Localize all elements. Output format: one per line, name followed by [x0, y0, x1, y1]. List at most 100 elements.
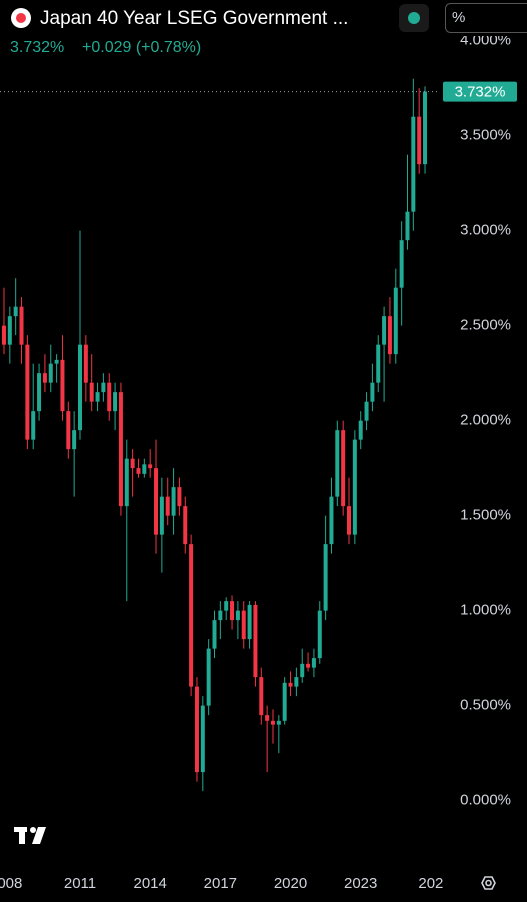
candle-body — [318, 611, 322, 658]
candle-body — [242, 611, 246, 639]
candle-body — [382, 316, 386, 344]
candle-body — [306, 664, 310, 668]
candle-body — [72, 430, 76, 449]
candle-body — [189, 544, 193, 686]
candle-body — [8, 316, 12, 344]
candle-body — [224, 601, 228, 610]
y-tick-label: 3.500% — [460, 127, 511, 144]
candle-body — [312, 658, 316, 667]
candle-body — [49, 364, 53, 383]
candle-body — [148, 464, 152, 468]
quote-row: 3.732% +0.029 (+0.78%) — [0, 38, 300, 58]
candle-body — [78, 345, 82, 430]
candle-body — [411, 117, 415, 212]
candle-body — [347, 506, 351, 534]
x-tick-label: 202 — [418, 875, 443, 892]
candle-body — [277, 721, 281, 725]
candle-body — [131, 459, 135, 468]
candle-body — [259, 677, 263, 715]
candle-body — [172, 487, 176, 515]
candle-body — [142, 464, 146, 473]
candle-body — [154, 468, 158, 534]
y-tick-label: 1.000% — [460, 602, 511, 619]
x-tick-label: 2023 — [344, 875, 377, 892]
candle-body — [400, 240, 404, 287]
candle-body — [125, 459, 129, 506]
candle-body — [25, 345, 29, 440]
candle-body — [60, 360, 64, 411]
candle-body — [201, 706, 205, 772]
candle-body — [213, 620, 217, 648]
candle-body — [265, 715, 269, 721]
candle-body — [253, 605, 257, 677]
candle-body — [107, 383, 111, 411]
symbol-title[interactable]: Japan 40 Year LSEG Government ... — [40, 8, 348, 29]
x-tick-label: 2014 — [133, 875, 166, 892]
candle-body — [271, 721, 275, 725]
market-status — [408, 12, 420, 24]
candle-body — [2, 326, 6, 345]
candle-body — [160, 497, 164, 535]
candle-body — [236, 611, 240, 620]
y-tick-label: 2.500% — [460, 317, 511, 334]
x-tick-label: 2017 — [204, 875, 237, 892]
candle-body — [394, 288, 398, 354]
candle-body — [55, 360, 59, 364]
candle-body — [417, 117, 421, 164]
candle-body — [207, 649, 211, 706]
candle-body — [37, 373, 41, 411]
candle-body — [353, 440, 357, 535]
candle-body — [66, 411, 70, 449]
candle-body — [365, 402, 369, 421]
candle-body — [90, 383, 94, 402]
candle-body — [113, 392, 117, 411]
candle-body — [20, 307, 24, 345]
candle-body — [341, 430, 345, 506]
y-tick-label: 0.000% — [460, 792, 511, 809]
candle-body — [195, 687, 199, 772]
candle-body — [370, 383, 374, 402]
candle-body — [14, 307, 18, 316]
candle-body — [166, 497, 170, 516]
candle-body — [84, 345, 88, 383]
candle-body — [423, 92, 427, 165]
candle-body — [183, 506, 187, 544]
candle-body — [31, 411, 35, 439]
y-tick-label: 1.500% — [460, 507, 511, 524]
candle-body — [359, 421, 363, 440]
candle-body — [101, 383, 105, 392]
candle-body — [96, 392, 100, 401]
candle-body — [177, 487, 181, 506]
candle-body — [230, 601, 234, 620]
last-price-label: 3.732% — [455, 84, 506, 101]
candle-body — [289, 683, 293, 687]
x-tick-label: 2011 — [64, 875, 96, 892]
candle-body — [248, 605, 252, 639]
x-tick-label: 2020 — [274, 875, 307, 892]
candle-body — [119, 392, 123, 506]
candle-body — [218, 611, 222, 620]
candle-body — [283, 683, 287, 721]
y-tick-label: 0.500% — [460, 697, 511, 714]
candle-body — [388, 316, 392, 354]
change: +0.029 (+0.78%) — [82, 39, 201, 56]
candle-body — [294, 677, 298, 686]
header: Japan 40 Year LSEG Government ... % — [0, 0, 527, 36]
x-tick-label: 008 — [0, 875, 22, 892]
candle-body — [405, 212, 409, 240]
last-quote: 3.732% — [10, 39, 64, 56]
candle-body — [300, 664, 304, 677]
candle-body — [335, 430, 339, 496]
y-tick-label: 3.000% — [460, 222, 511, 239]
y-tick-label: 2.000% — [460, 412, 511, 429]
candle-body — [43, 373, 47, 382]
symbol-icon-dot — [16, 13, 26, 23]
candle-body — [324, 544, 328, 610]
candle-body — [376, 345, 380, 383]
candle-body — [329, 497, 333, 544]
unit-text: % — [452, 9, 465, 26]
candle-body — [136, 468, 140, 474]
